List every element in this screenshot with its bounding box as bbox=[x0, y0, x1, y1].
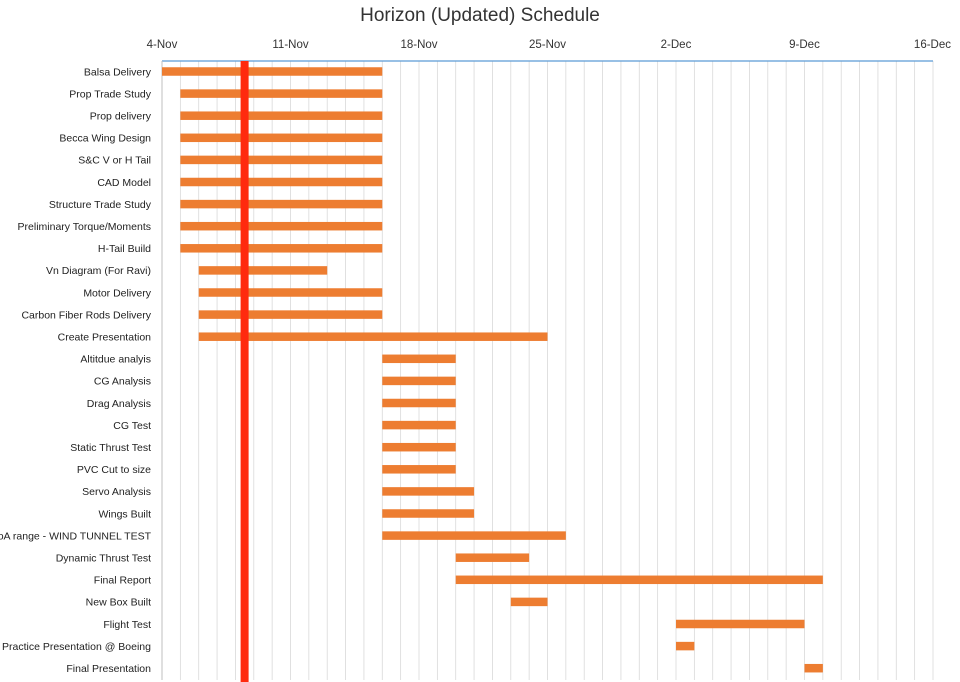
task-bar bbox=[180, 221, 383, 231]
task-label: Structure Trade Study bbox=[49, 199, 152, 211]
task-label: Create Presentation bbox=[58, 332, 152, 344]
task-label: S&C V or H Tail bbox=[78, 155, 151, 167]
task-label: Final Report bbox=[94, 575, 151, 587]
task-label: Vn Diagram (For Ravi) bbox=[46, 265, 151, 277]
task-label: PVC Cut to size bbox=[77, 464, 151, 476]
task-label: New Box Built bbox=[86, 597, 151, 609]
task-label: Altitdue analyis bbox=[80, 354, 151, 366]
task-label: Wings Built bbox=[98, 508, 151, 520]
task-label: AoA range - WIND TUNNEL TEST bbox=[0, 530, 152, 542]
task-label: Drag Analysis bbox=[87, 398, 151, 410]
task-bar bbox=[162, 67, 383, 76]
task-label: Prop Trade Study bbox=[69, 88, 151, 100]
task-bar bbox=[198, 288, 383, 297]
task-bar bbox=[198, 332, 548, 341]
task-label: Balsa Delivery bbox=[84, 66, 152, 78]
task-bar bbox=[510, 597, 548, 607]
x-tick-label: 9-Dec bbox=[789, 39, 820, 51]
task-label: CG Analysis bbox=[94, 376, 151, 388]
task-bar bbox=[180, 199, 383, 209]
task-label: Motor Delivery bbox=[83, 287, 151, 299]
task-label: Servo Analysis bbox=[82, 486, 151, 498]
task-labels: Balsa Delivery Prop Trade Study Prop deliv… bbox=[0, 66, 152, 675]
task-label: Becca Wing Design bbox=[59, 133, 151, 145]
task-bar bbox=[382, 465, 456, 474]
task-bar bbox=[382, 487, 475, 496]
task-bars bbox=[162, 67, 823, 673]
x-tick-label: 4-Nov bbox=[147, 39, 178, 51]
x-tick-label: 16-Dec bbox=[914, 39, 951, 51]
task-label: Prop delivery bbox=[90, 111, 152, 123]
task-bar bbox=[382, 398, 456, 408]
task-bar bbox=[455, 553, 530, 562]
task-bar bbox=[382, 442, 456, 452]
task-bar bbox=[676, 641, 695, 651]
x-tick-label: 25-Nov bbox=[529, 39, 566, 51]
task-label: Static Thrust Test bbox=[70, 442, 151, 454]
task-bar bbox=[180, 155, 383, 165]
chart-title: Horizon (Updated) Schedule bbox=[360, 5, 600, 26]
task-label: Dynamic Thrust Test bbox=[56, 553, 151, 565]
task-bar bbox=[180, 89, 383, 98]
task-label: Preliminary Torque/Moments bbox=[18, 221, 151, 233]
task-bar bbox=[180, 133, 383, 143]
task-label: Final Presentation bbox=[66, 663, 151, 675]
task-bar bbox=[382, 376, 456, 386]
x-tick-label: 2-Dec bbox=[661, 39, 692, 51]
task-label: CG Test bbox=[113, 420, 151, 432]
today-marker-line bbox=[240, 61, 249, 682]
task-label: CAD Model bbox=[97, 177, 151, 189]
task-bar bbox=[198, 266, 328, 275]
task-bar bbox=[180, 177, 383, 187]
task-bar bbox=[382, 420, 456, 430]
task-label: Practice Presentation @ Boeing bbox=[2, 641, 151, 653]
task-label: Flight Test bbox=[103, 619, 151, 631]
task-bar bbox=[382, 509, 475, 518]
task-bar bbox=[804, 663, 823, 673]
task-bar bbox=[676, 619, 805, 629]
task-bar bbox=[455, 575, 823, 585]
task-bar bbox=[198, 310, 383, 319]
x-tick-label: 11-Nov bbox=[272, 39, 308, 51]
task-bar bbox=[382, 531, 566, 540]
today-marker-layer bbox=[240, 61, 249, 682]
x-tick-labels: 4-Nov 11-Nov 18-Nov 25-Nov 2-Dec 9-Dec 16-Dec bbox=[147, 39, 952, 51]
task-bar bbox=[180, 244, 383, 253]
task-bar bbox=[382, 354, 456, 364]
task-bar bbox=[180, 111, 383, 120]
task-label: H-Tail Build bbox=[98, 243, 151, 255]
x-tick-label: 18-Nov bbox=[400, 39, 437, 51]
task-label: Carbon Fiber Rods Delivery bbox=[21, 309, 151, 321]
